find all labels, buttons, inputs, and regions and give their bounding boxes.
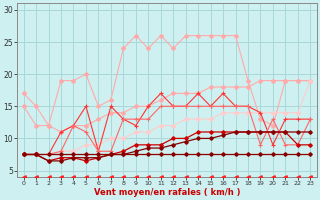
X-axis label: Vent moyen/en rafales ( km/h ): Vent moyen/en rafales ( km/h ) <box>94 188 240 197</box>
